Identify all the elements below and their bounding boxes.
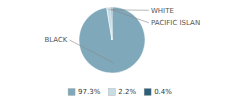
- slice-label: WHITE: [151, 7, 174, 15]
- legend-item: 0.4%: [144, 88, 172, 96]
- legend-swatch: [108, 89, 115, 96]
- pie: BLACK WHITE PACIFIC ISLAN: [44, 7, 200, 73]
- slice-label: BLACK: [44, 36, 67, 44]
- slice: [79, 7, 145, 73]
- chart: BLACK WHITE PACIFIC ISLAN 97.3% 2.2% 0.4%: [0, 0, 240, 100]
- slice-label: PACIFIC ISLAN: [151, 19, 200, 27]
- slice: [107, 7, 112, 40]
- slice: [111, 7, 113, 40]
- legend-item: 97.3%: [68, 88, 101, 96]
- legend: 97.3% 2.2% 0.4%: [68, 88, 172, 96]
- leader-line: [112, 10, 149, 23]
- leader-line: [69, 40, 113, 63]
- legend-label: 97.3%: [78, 88, 101, 96]
- legend-label: 0.4%: [154, 88, 172, 96]
- legend-swatch: [68, 89, 75, 96]
- legend-swatch: [144, 89, 151, 96]
- legend-item: 2.2%: [108, 88, 136, 96]
- legend-label: 2.2%: [118, 88, 136, 96]
